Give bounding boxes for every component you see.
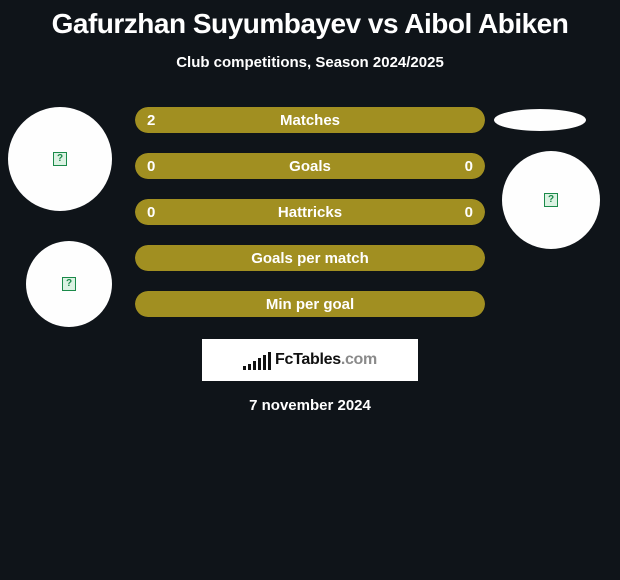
- fctables-logo[interactable]: FcTables.com: [202, 339, 418, 381]
- placeholder-icon: [544, 193, 558, 207]
- page-title: Gafurzhan Suyumbayev vs Aibol Abiken: [0, 8, 620, 40]
- stat-label: Min per goal: [135, 296, 485, 313]
- comparison-stage: 2Matches0Goals00Hattricks0Goals per matc…: [0, 107, 620, 414]
- placeholder-icon: [62, 277, 76, 291]
- snapshot-date: 7 november 2024: [0, 397, 620, 414]
- stat-bars: 2Matches0Goals00Hattricks0Goals per matc…: [135, 107, 485, 317]
- stat-label: Hattricks: [135, 204, 485, 221]
- stat-bar: 0Hattricks0: [135, 199, 485, 225]
- stat-bar: 2Matches: [135, 107, 485, 133]
- team-left-badge: [26, 241, 112, 327]
- stat-bar: Goals per match: [135, 245, 485, 271]
- stat-value-right: 0: [465, 204, 473, 221]
- logo-text: FcTables.com: [275, 351, 377, 369]
- logo-bars-icon: [243, 350, 271, 370]
- stat-label: Goals per match: [135, 250, 485, 267]
- page-subtitle: Club competitions, Season 2024/2025: [0, 54, 620, 71]
- stat-bar: Min per goal: [135, 291, 485, 317]
- stat-label: Matches: [135, 112, 485, 129]
- stat-label: Goals: [135, 158, 485, 175]
- stat-bar: 0Goals0: [135, 153, 485, 179]
- stat-value-right: 0: [465, 158, 473, 175]
- player-left-avatar: [8, 107, 112, 211]
- player-right-avatar: [494, 109, 586, 131]
- placeholder-icon: [53, 152, 67, 166]
- team-right-badge: [502, 151, 600, 249]
